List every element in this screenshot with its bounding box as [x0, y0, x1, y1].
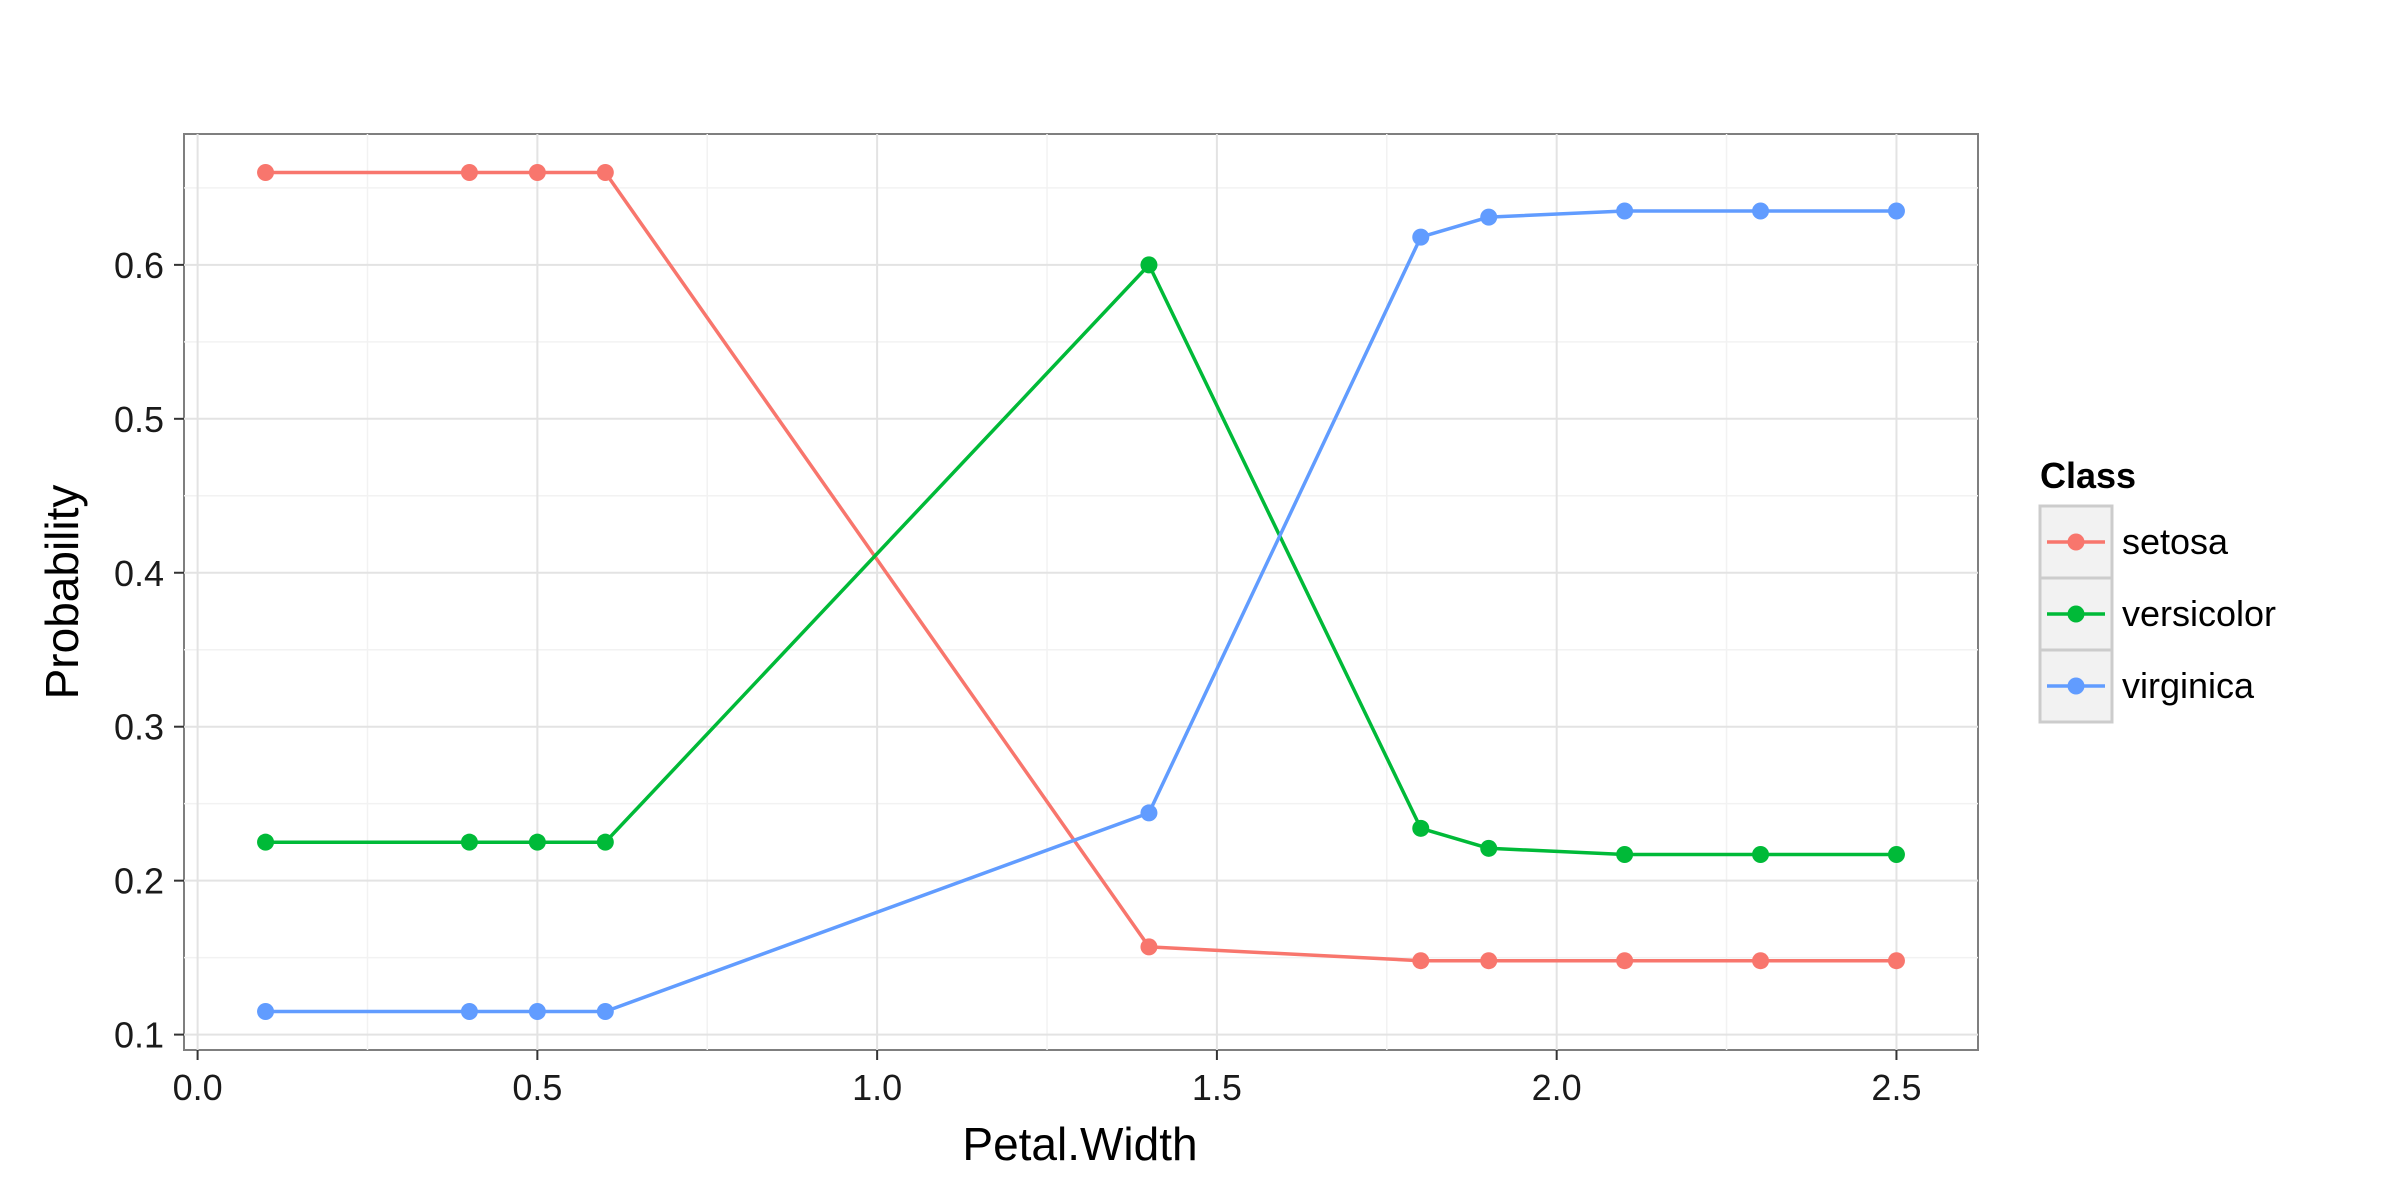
plot-panel: [183, 133, 1979, 1051]
y-tick-label: 0.3: [114, 707, 164, 748]
data-point-virginica: [1752, 202, 1770, 220]
data-point-setosa: [528, 163, 546, 181]
series-line-virginica: [265, 209, 1897, 1014]
data-point-versicolor: [596, 833, 614, 851]
legend-label-virginica: virginica: [2122, 665, 2255, 706]
data-point-versicolor: [528, 833, 546, 851]
legend-swatch-point-setosa: [2067, 533, 2085, 551]
y-tick-label: 0.5: [114, 399, 164, 440]
data-point-virginica: [1480, 208, 1498, 226]
x-tick-label: 2.0: [1532, 1067, 1582, 1108]
series-points: [257, 163, 1905, 1021]
x-tick-label: 0.0: [173, 1067, 223, 1108]
data-point-versicolor: [1887, 845, 1905, 863]
data-point-versicolor: [460, 833, 478, 851]
data-point-virginica: [1140, 804, 1158, 822]
data-point-virginica: [1887, 202, 1905, 220]
y-tick-label: 0.2: [114, 861, 164, 902]
series-line-versicolor: [265, 263, 1897, 857]
data-point-versicolor: [1412, 819, 1430, 837]
y-tick-label: 0.4: [114, 553, 164, 594]
x-tick-label: 1.0: [852, 1067, 902, 1108]
data-point-versicolor: [257, 833, 275, 851]
data-point-setosa: [1752, 952, 1770, 970]
legend-label-versicolor: versicolor: [2122, 593, 2276, 634]
data-point-virginica: [528, 1003, 546, 1021]
data-point-versicolor: [1480, 839, 1498, 857]
data-point-setosa: [1887, 952, 1905, 970]
legend-swatch-point-versicolor: [2067, 605, 2085, 623]
data-point-setosa: [1480, 952, 1498, 970]
major-gridlines: [184, 134, 1978, 1050]
data-point-virginica: [1412, 228, 1430, 246]
data-point-setosa: [257, 163, 275, 181]
y-tick-label: 0.1: [114, 1015, 164, 1056]
data-point-setosa: [1412, 952, 1430, 970]
data-point-virginica: [1616, 202, 1634, 220]
data-point-versicolor: [1616, 845, 1634, 863]
y-axis-ticks: 0.1 0.2 0.3 0.4 0.5 0.6: [114, 245, 184, 1056]
data-point-virginica: [596, 1003, 614, 1021]
x-tick-label: 1.5: [1192, 1067, 1242, 1108]
y-tick-label: 0.6: [114, 245, 164, 286]
x-tick-label: 2.5: [1871, 1067, 1921, 1108]
data-point-virginica: [257, 1003, 275, 1021]
data-point-versicolor: [1140, 256, 1158, 274]
y-axis-title: Probability: [36, 485, 88, 700]
data-point-setosa: [1140, 938, 1158, 956]
x-axis-ticks: 0.0 0.5 1.0 1.5 2.0 2.5: [173, 1050, 1921, 1108]
legend-label-setosa: setosa: [2122, 521, 2229, 562]
series-line-setosa: [265, 170, 1897, 963]
minor-gridlines: [184, 134, 1978, 1050]
data-point-versicolor: [1752, 845, 1770, 863]
data-point-setosa: [460, 163, 478, 181]
data-point-virginica: [460, 1003, 478, 1021]
data-point-setosa: [596, 163, 614, 181]
x-axis-title: Petal.Width: [962, 1118, 1197, 1170]
legend-title: Class: [2040, 455, 2136, 496]
legend-swatch-point-virginica: [2067, 677, 2085, 695]
legend: Class setosa versicolor virginica: [2038, 455, 2276, 724]
x-tick-label: 0.5: [512, 1067, 562, 1108]
data-point-setosa: [1616, 952, 1634, 970]
series-lines: [265, 170, 1897, 1014]
